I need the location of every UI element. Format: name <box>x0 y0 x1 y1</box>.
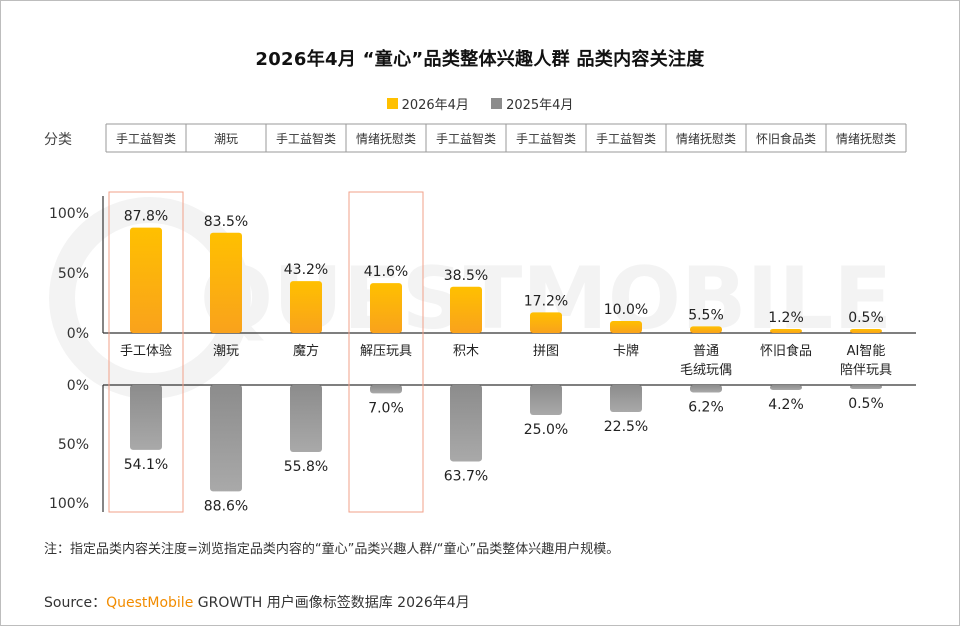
category-label: AI智能 <box>847 344 886 359</box>
legend-label-current: 2026年4月 <box>401 98 469 113</box>
value-label-previous: 63.7% <box>444 468 488 484</box>
bar-current <box>610 321 642 333</box>
category-row-label: 分类 <box>44 132 72 148</box>
category-group-label: 手工益智类 <box>436 131 496 146</box>
value-label-current: 83.5% <box>204 214 248 230</box>
value-label-current: 0.5% <box>848 310 884 326</box>
bar-current <box>290 281 322 333</box>
bar-previous <box>290 385 322 452</box>
chart-title: 2026年4月 “童心”品类整体兴趣人群 品类内容关注度 <box>255 49 705 70</box>
category-label: 卡牌 <box>613 343 639 359</box>
value-label-current: 41.6% <box>364 264 408 280</box>
category-label: 魔方 <box>293 343 319 359</box>
bar-current <box>690 326 722 333</box>
category-group-label: 怀旧食品类 <box>756 131 816 146</box>
value-label-previous: 25.0% <box>524 422 568 438</box>
category-label: 积木 <box>453 344 479 359</box>
category-label: 拼图 <box>533 344 559 359</box>
category-label: 普通 <box>693 344 719 359</box>
footnote: 注：指定品类内容关注度=浏览指定品类内容的“童心”品类兴趣人群/“童心”品类整体… <box>44 542 620 557</box>
source-rest: GROWTH 用户画像标签数据库 2026年4月 <box>193 595 470 611</box>
legend-swatch-previous <box>491 98 503 109</box>
bar-previous <box>450 385 482 462</box>
category-row: 分类 手工益智类 潮玩 手工益智类 情绪抚慰类 手工益智类 手工益智类 手工益智类 情绪抚慰类 怀… <box>44 123 907 153</box>
bar-current <box>850 329 882 333</box>
category-group-label: 情绪抚慰类 <box>676 132 736 146</box>
legend-item-current: 2026年4月 <box>386 94 469 113</box>
value-label-previous: 6.2% <box>688 399 724 415</box>
y-tick-label-bottom: 0% <box>67 378 89 394</box>
category-group-label: 潮玩 <box>214 131 238 146</box>
value-label-current: 43.2% <box>284 262 328 278</box>
value-label-previous: 55.8% <box>284 459 328 475</box>
category-label: 解压玩具 <box>360 344 412 359</box>
bar-current <box>770 329 802 333</box>
bar-previous <box>770 385 802 391</box>
category-label: 毛绒玩偶 <box>680 363 732 378</box>
bar-previous <box>690 385 722 393</box>
value-label-previous: 22.5% <box>604 419 648 435</box>
value-label-current: 87.8% <box>124 209 168 225</box>
y-tick-label-bottom: 100% <box>49 496 89 512</box>
bar-current <box>130 227 162 333</box>
y-tick-label-top: 50% <box>58 266 89 282</box>
category-group-label: 情绪抚慰类 <box>356 132 416 146</box>
bar-current <box>530 312 562 333</box>
bar-current <box>210 232 242 333</box>
source-line: Source：QuestMobile GROWTH 用户画像标签数据库 2026… <box>44 592 470 612</box>
source-brand: QuestMobile <box>106 595 194 611</box>
value-label-previous: 7.0% <box>368 400 404 416</box>
category-group-label: 手工益智类 <box>516 131 576 146</box>
legend-swatch-current <box>386 98 398 109</box>
y-tick-label-bottom: 50% <box>58 437 89 453</box>
source-prefix: Source： <box>44 595 107 611</box>
bars <box>130 227 882 492</box>
bar-previous <box>370 385 402 394</box>
bar-current <box>450 286 482 333</box>
legend: 2026年4月 2025年4月 <box>0 94 960 113</box>
category-label: 手工体验 <box>120 343 172 359</box>
value-label-current: 17.2% <box>524 293 568 309</box>
highlight-box <box>348 191 424 513</box>
category-label: 陪伴玩具 <box>840 363 892 378</box>
bar-current <box>370 283 402 333</box>
value-label-previous: 4.2% <box>768 397 804 413</box>
value-label-current: 10.0% <box>604 302 648 318</box>
value-label-current: 38.5% <box>444 268 488 284</box>
bar-previous <box>130 385 162 450</box>
bar-previous <box>210 385 242 492</box>
category-label: 怀旧食品 <box>760 343 812 359</box>
value-label-current: 1.2% <box>768 310 804 326</box>
value-label-current: 5.5% <box>688 307 724 323</box>
y-tick-label-top: 100% <box>49 206 89 222</box>
y-tick-label-top: 0% <box>67 326 89 342</box>
category-group-label: 手工益智类 <box>116 131 176 146</box>
labels: 87.8% 54.1% 手工体验 83.5% 88.6% 潮玩 43.2% 55.8% 魔方 41… <box>120 209 892 515</box>
bar-previous <box>850 385 882 389</box>
category-group-label: 手工益智类 <box>596 131 656 146</box>
highlight-boxes <box>108 191 424 513</box>
legend-label-previous: 2025年4月 <box>506 98 574 113</box>
category-label: 潮玩 <box>213 344 239 359</box>
bar-previous <box>610 385 642 412</box>
bar-previous <box>530 385 562 415</box>
highlight-box <box>108 191 184 513</box>
value-label-previous: 0.5% <box>848 396 884 412</box>
value-label-previous: 88.6% <box>204 498 248 514</box>
category-group-label: 手工益智类 <box>276 131 336 146</box>
legend-item-previous: 2025年4月 <box>491 94 573 113</box>
category-group-label: 情绪抚慰类 <box>836 132 896 146</box>
value-label-previous: 54.1% <box>124 457 168 473</box>
